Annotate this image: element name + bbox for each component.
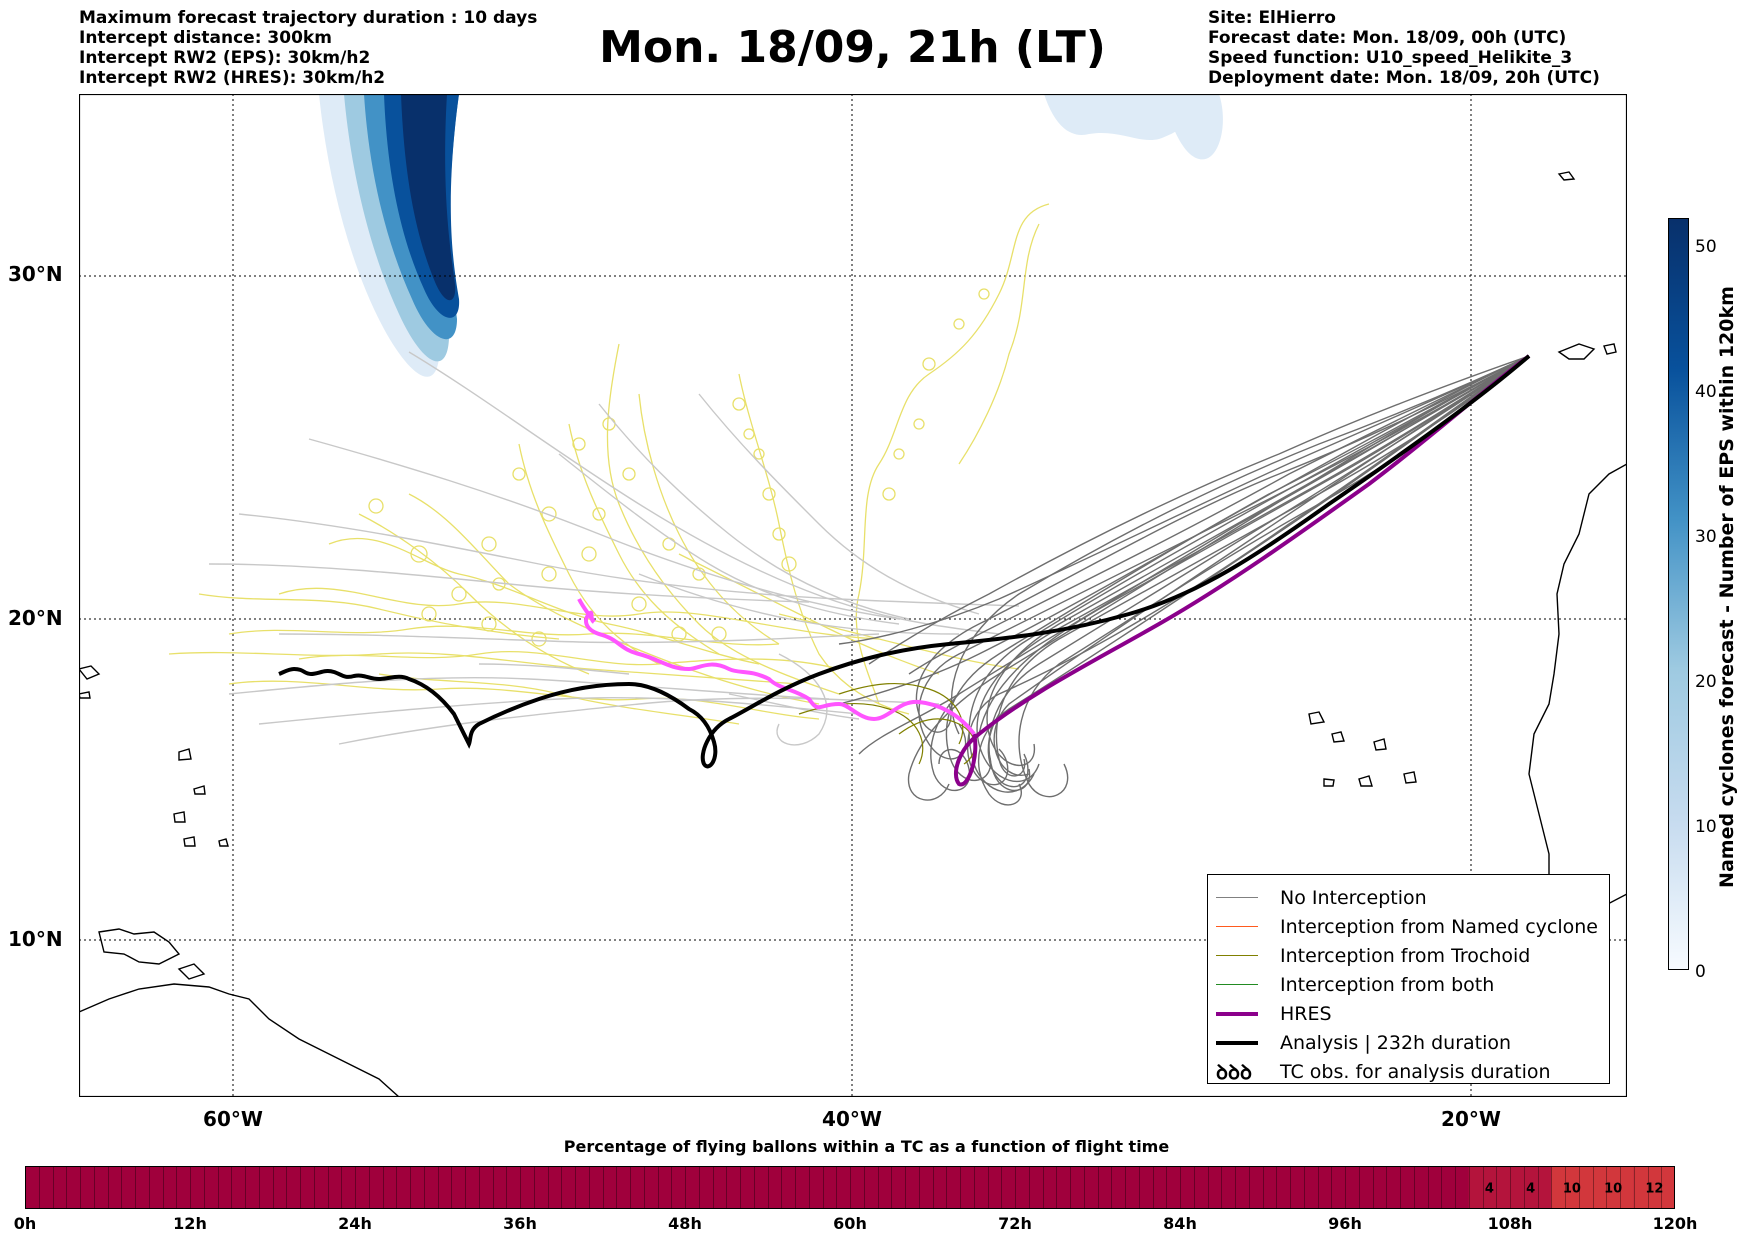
analysis-trajectory — [278, 354, 1531, 769]
time-bar-cell-value: 4 — [1485, 1182, 1494, 1197]
map-legend: No Interception Interception from Named … — [1207, 874, 1610, 1084]
run-info: Site: ElHierro Forecast date: Mon. 18/09… — [1208, 8, 1600, 88]
time-bar-title: Percentage of flying ballons within a TC… — [563, 1137, 1170, 1156]
time-tick-0h: 0h — [13, 1214, 37, 1233]
legend-swatch — [1216, 955, 1258, 956]
eps-trajectories-light — [208, 351, 1020, 746]
info-forecast-date: Forecast date: Mon. 18/09, 00h (UTC) — [1208, 28, 1567, 48]
lon-label-60w: 60°W — [203, 1107, 263, 1131]
trochoid-loops — [368, 288, 990, 647]
param-rw2-hres: Intercept RW2 (HRES): 30km/h2 — [79, 68, 386, 88]
colorbar-tick-30: 30 — [1695, 527, 1717, 547]
time-bar-cell — [1592, 1166, 1634, 1209]
trajectory-map — [79, 94, 1627, 1097]
trochoid-trajectories — [168, 203, 1050, 725]
info-speed-function: Speed function: U10_speed_Helikite_3 — [1208, 48, 1573, 68]
run-parameters: Maximum forecast trajectory duration : 1… — [79, 8, 537, 88]
legend-swatch — [1216, 1011, 1258, 1016]
time-bar-cell-value: 10 — [1604, 1182, 1622, 1197]
legend-label: TC obs. for analysis duration — [1280, 1060, 1551, 1083]
time-bar-cell — [1468, 1166, 1510, 1209]
lat-label-10n: 10°N — [8, 927, 63, 951]
param-duration: Maximum forecast trajectory duration : 1… — [79, 8, 538, 28]
time-bar-cell-value: 10 — [1563, 1182, 1581, 1197]
legend-swatch — [1216, 897, 1258, 898]
time-bar: 4 4 10 10 12 — [25, 1166, 1675, 1209]
lon-label-40w: 40°W — [822, 1107, 882, 1131]
legend-item-both: Interception from both — [1216, 970, 1494, 999]
legend-label: No Interception — [1280, 886, 1427, 909]
colorbar-tick-0: 0 — [1695, 962, 1706, 982]
page-title: Mon. 18/09, 21h (LT) — [599, 22, 1106, 73]
legend-label: Interception from both — [1280, 973, 1495, 996]
colorbar — [1668, 218, 1689, 970]
cyclone-density-plume — [319, 94, 1223, 377]
time-tick-108h: 108h — [1487, 1214, 1533, 1233]
colorbar-label: Named cyclones forecast - Number of EPS … — [1716, 286, 1738, 888]
time-tick-96h: 96h — [1328, 1214, 1362, 1233]
loop-glyph-icon: ꝺꝺꝺ — [1216, 1059, 1252, 1084]
time-tick-72h: 72h — [998, 1214, 1032, 1233]
legend-swatch — [1216, 926, 1258, 927]
legend-label: Interception from Named cyclone — [1280, 915, 1598, 938]
time-bar-cell-value: 4 — [1526, 1182, 1535, 1197]
info-site: Site: ElHierro — [1208, 8, 1336, 28]
legend-swatch — [1216, 1040, 1258, 1045]
time-tick-12h: 12h — [173, 1214, 207, 1233]
legend-item-no-interception: No Interception — [1216, 883, 1427, 912]
param-rw2-eps: Intercept RW2 (EPS): 30km/h2 — [79, 48, 371, 68]
legend-label: Analysis | 232h duration — [1280, 1031, 1512, 1054]
time-tick-24h: 24h — [338, 1214, 372, 1233]
legend-swatch — [1216, 984, 1258, 985]
time-bar-cell — [1551, 1166, 1593, 1209]
time-tick-120h: 120h — [1652, 1214, 1698, 1233]
hres-trajectory — [577, 354, 1531, 787]
legend-item-tc-obs: ꝺꝺꝺ TC obs. for analysis duration — [1216, 1057, 1551, 1086]
time-tick-48h: 48h — [668, 1214, 702, 1233]
legend-item-trochoid: Interception from Trochoid — [1216, 941, 1530, 970]
colorbar-tick-50: 50 — [1695, 237, 1717, 257]
lat-label-30n: 30°N — [8, 262, 63, 286]
colorbar-tick-20: 20 — [1695, 672, 1717, 692]
time-bar-cell-value: 12 — [1645, 1182, 1663, 1197]
time-tick-60h: 60h — [833, 1214, 867, 1233]
legend-item-named-cyclone: Interception from Named cyclone — [1216, 912, 1598, 941]
lat-label-20n: 20°N — [8, 606, 63, 630]
lon-label-20w: 20°W — [1441, 1107, 1501, 1131]
info-deployment-date: Deployment date: Mon. 18/09, 20h (UTC) — [1208, 68, 1600, 88]
time-bar-cell — [1633, 1166, 1675, 1209]
legend-item-analysis: Analysis | 232h duration — [1216, 1028, 1511, 1057]
time-tick-36h: 36h — [503, 1214, 537, 1233]
legend-label: Interception from Trochoid — [1280, 944, 1531, 967]
time-bar-cell — [1510, 1166, 1552, 1209]
param-intercept-distance: Intercept distance: 300km — [79, 28, 332, 48]
colorbar-tick-10: 10 — [1695, 817, 1717, 837]
no-interception-trajectories — [838, 355, 1530, 806]
colorbar-tick-40: 40 — [1695, 382, 1717, 402]
legend-label: HRES — [1280, 1002, 1332, 1025]
time-tick-84h: 84h — [1163, 1214, 1197, 1233]
legend-item-hres: HRES — [1216, 999, 1332, 1028]
